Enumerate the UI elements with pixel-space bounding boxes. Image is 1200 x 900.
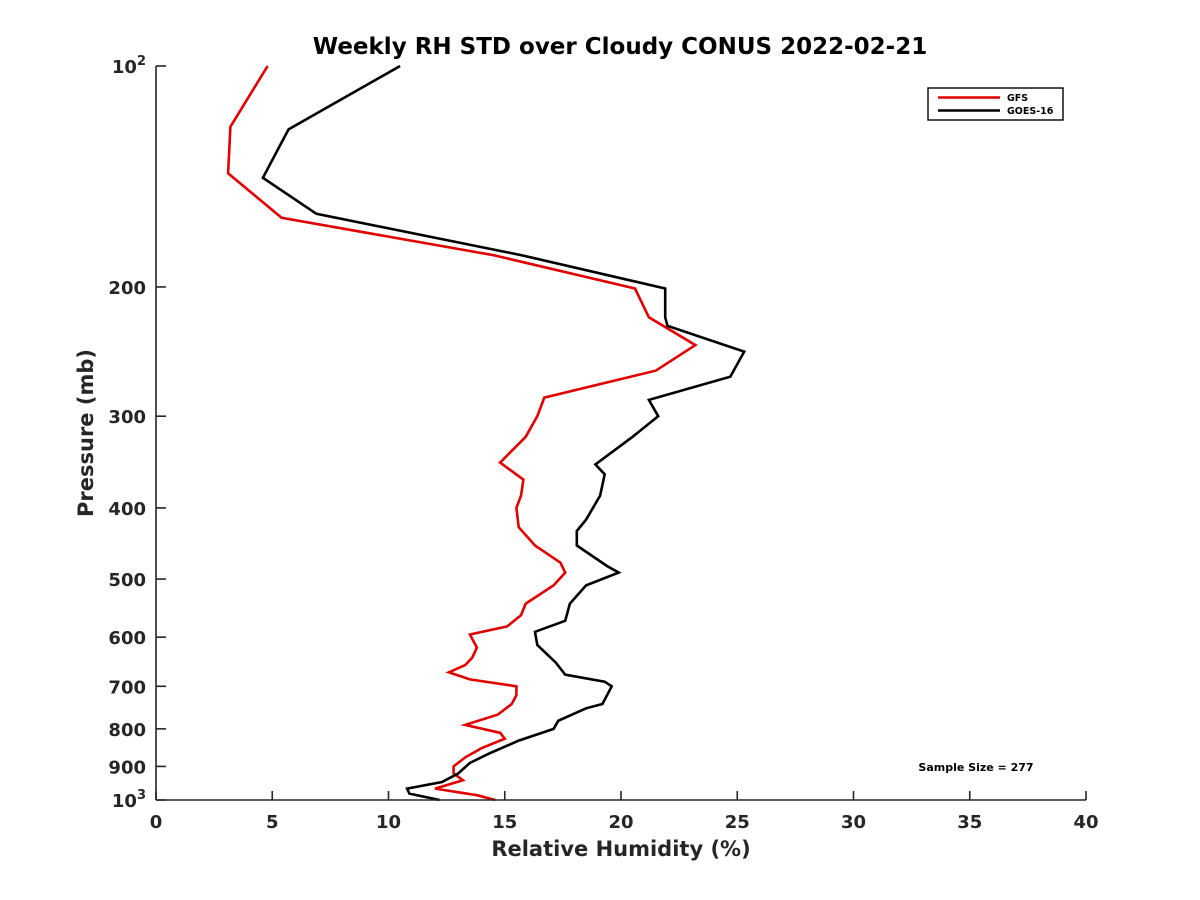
x-tick-label: 30 bbox=[841, 812, 866, 833]
x-tick-label: 15 bbox=[492, 812, 517, 833]
series-line-gfs bbox=[226, 65, 698, 802]
x-tick-label: 10 bbox=[376, 812, 401, 833]
y-tick-label: 400 bbox=[108, 499, 146, 520]
legend: GFS GOES-16 bbox=[927, 87, 1064, 121]
sample-size-annotation: Sample Size = 277 bbox=[918, 761, 1033, 774]
y-axis-label: Pressure (mb) bbox=[74, 349, 98, 517]
chart-title: Weekly RH STD over Cloudy CONUS 2022-02-… bbox=[313, 34, 927, 60]
y-tick-label: 102 bbox=[112, 54, 146, 78]
y-tick-label: 200 bbox=[108, 278, 146, 299]
legend-label-gfs: GFS bbox=[1007, 93, 1028, 104]
x-tick-label: 25 bbox=[725, 812, 750, 833]
y-tick-label: 800 bbox=[108, 720, 146, 741]
x-axis-label: Relative Humidity (%) bbox=[491, 837, 750, 861]
y-tick-label: 300 bbox=[108, 407, 146, 428]
x-tick-label: 5 bbox=[266, 812, 279, 833]
y-tick-label: 900 bbox=[108, 757, 146, 778]
y-ticks: 102 200 300 400 500 600 700 800 900 103 bbox=[108, 54, 166, 812]
series-layer bbox=[226, 64, 747, 802]
series-line-goes-16 bbox=[261, 64, 747, 802]
x-tick-label: 35 bbox=[957, 812, 982, 833]
y-tick-label: 103 bbox=[112, 788, 146, 812]
x-tick-label: 20 bbox=[608, 812, 633, 833]
y-tick-label: 600 bbox=[108, 628, 146, 649]
y-tick-label: 700 bbox=[108, 677, 146, 698]
legend-label-goes-16: GOES-16 bbox=[1007, 106, 1054, 117]
axes bbox=[155, 66, 1086, 801]
x-tick-label: 40 bbox=[1073, 812, 1098, 833]
x-tick-label: 0 bbox=[150, 812, 163, 833]
legend-box bbox=[927, 87, 1064, 121]
y-tick-label: 500 bbox=[108, 570, 146, 591]
x-ticks: 0 5 10 15 20 25 30 35 40 bbox=[150, 791, 1099, 833]
